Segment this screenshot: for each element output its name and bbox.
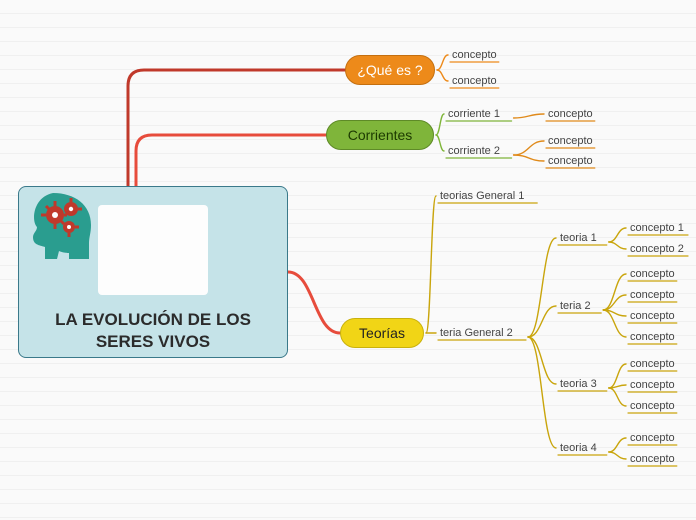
root-node[interactable]: LA EVOLUCIÓN DE LOS SERES VIVOS [18,186,288,358]
leaf-node[interactable]: concepto [548,135,593,147]
leaf-node[interactable]: concepto 1 [630,222,684,234]
leaf-node[interactable]: teria General 2 [440,327,513,339]
leaf-node[interactable]: teoria 3 [560,378,597,390]
brain-icon [98,205,208,295]
root-title: LA EVOLUCIÓN DE LOS SERES VIVOS [29,309,277,353]
leaf-node[interactable]: teoria 1 [560,232,597,244]
leaf-node[interactable]: concepto [630,379,675,391]
leaf-node[interactable]: concepto [452,75,497,87]
leaf-node[interactable]: concepto [548,108,593,120]
leaf-node[interactable]: concepto [630,268,675,280]
leaf-node[interactable]: concepto [452,49,497,61]
leaf-node[interactable]: concepto [630,432,675,444]
leaf-node[interactable]: concepto [630,289,675,301]
leaf-node[interactable]: teoria 4 [560,442,597,454]
leaf-node[interactable]: concepto [630,358,675,370]
leaf-node[interactable]: concepto 2 [630,243,684,255]
branch-pill[interactable]: Corrientes [326,120,434,150]
leaf-node[interactable]: concepto [548,155,593,167]
leaf-node[interactable]: concepto [630,310,675,322]
branch-pill[interactable]: Teorías [340,318,424,348]
leaf-node[interactable]: corriente 1 [448,108,500,120]
leaf-node[interactable]: concepto [630,331,675,343]
leaf-node[interactable]: teorias General 1 [440,190,524,202]
leaf-node[interactable]: concepto [630,453,675,465]
leaf-node[interactable]: concepto [630,400,675,412]
leaf-node[interactable]: teria 2 [560,300,591,312]
branch-pill[interactable]: ¿Qué es ? [345,55,435,85]
leaf-node[interactable]: corriente 2 [448,145,500,157]
